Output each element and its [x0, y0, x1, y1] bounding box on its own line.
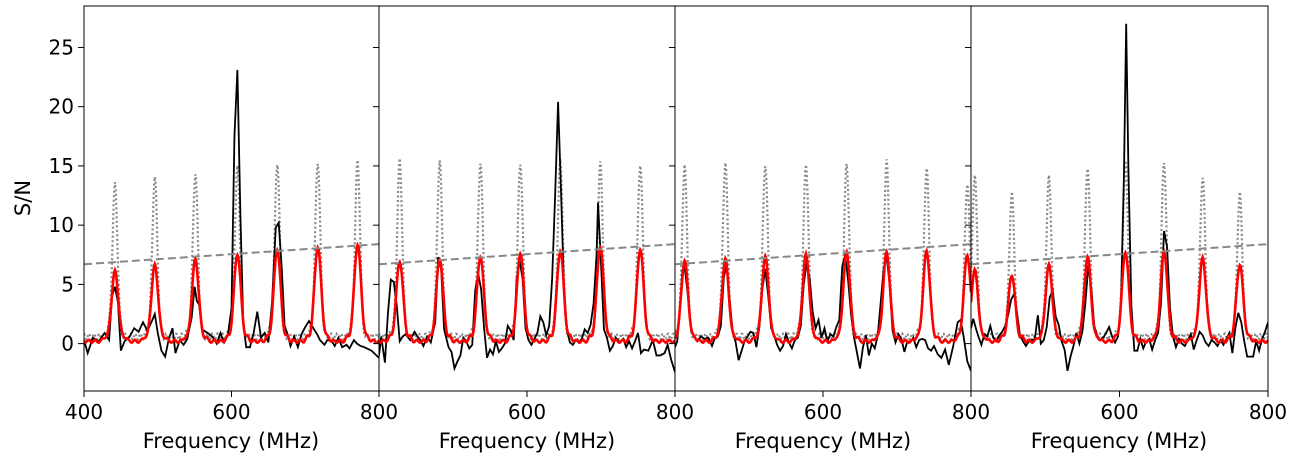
x-tick-label-panel-3: 800 — [952, 400, 990, 424]
x-tick-label-panel-2: 800 — [656, 400, 694, 424]
x-tick-label-panel-3: 600 — [804, 400, 842, 424]
panel-4-plot-area — [971, 23, 1268, 372]
panel-2-plot-area — [379, 101, 675, 373]
x-tick-label-panel-2: 600 — [508, 400, 546, 424]
x-tick-label-panel-1: 400 — [65, 400, 103, 424]
model-curve-panel-1 — [84, 241, 379, 345]
panel-3-plot-area — [675, 159, 971, 372]
x-tick-label-panel-1: 800 — [360, 400, 398, 424]
y-tick-label: 25 — [49, 35, 74, 59]
threshold-line-panel-3 — [675, 243, 971, 266]
y-tick-label: 5 — [61, 272, 74, 296]
x-tick-label-panel-4: 800 — [1249, 400, 1287, 424]
panels: 400 600 800 0 5 10 15 20 25 600 800 600 800 600 800 — [49, 5, 1287, 424]
x-axis-label-panel-3: Frequency (MHz) — [735, 429, 911, 453]
y-tick-label: 10 — [49, 213, 74, 237]
model-curve-panel-2 — [379, 244, 675, 345]
y-tick-label: 15 — [49, 154, 74, 178]
template-curve-panel-2 — [379, 158, 675, 342]
threshold-line-panel-4 — [971, 243, 1268, 266]
y-tick-label: 20 — [49, 95, 74, 119]
x-tick-label-panel-4: 600 — [1100, 400, 1138, 424]
x-axis-label-panel-1: Frequency (MHz) — [143, 429, 319, 453]
threshold-line-panel-2 — [379, 243, 675, 266]
model-curve-panel-4 — [971, 248, 1268, 345]
y-axis-label: S/N — [11, 180, 35, 216]
x-axis-label-panel-2: Frequency (MHz) — [439, 429, 615, 453]
threshold-line-panel-1 — [84, 243, 379, 266]
y-tick-label: 0 — [61, 332, 74, 356]
measured-curve-panel-1 — [84, 69, 379, 360]
model-curve-panel-3 — [675, 247, 971, 345]
x-tick-label-panel-1: 600 — [212, 400, 250, 424]
panel-1-plot-area — [84, 69, 379, 360]
x-axis-label-panel-4: Frequency (MHz) — [1031, 429, 1207, 453]
panel-1-frame — [83, 5, 380, 392]
panel-4-frame — [970, 5, 1269, 392]
